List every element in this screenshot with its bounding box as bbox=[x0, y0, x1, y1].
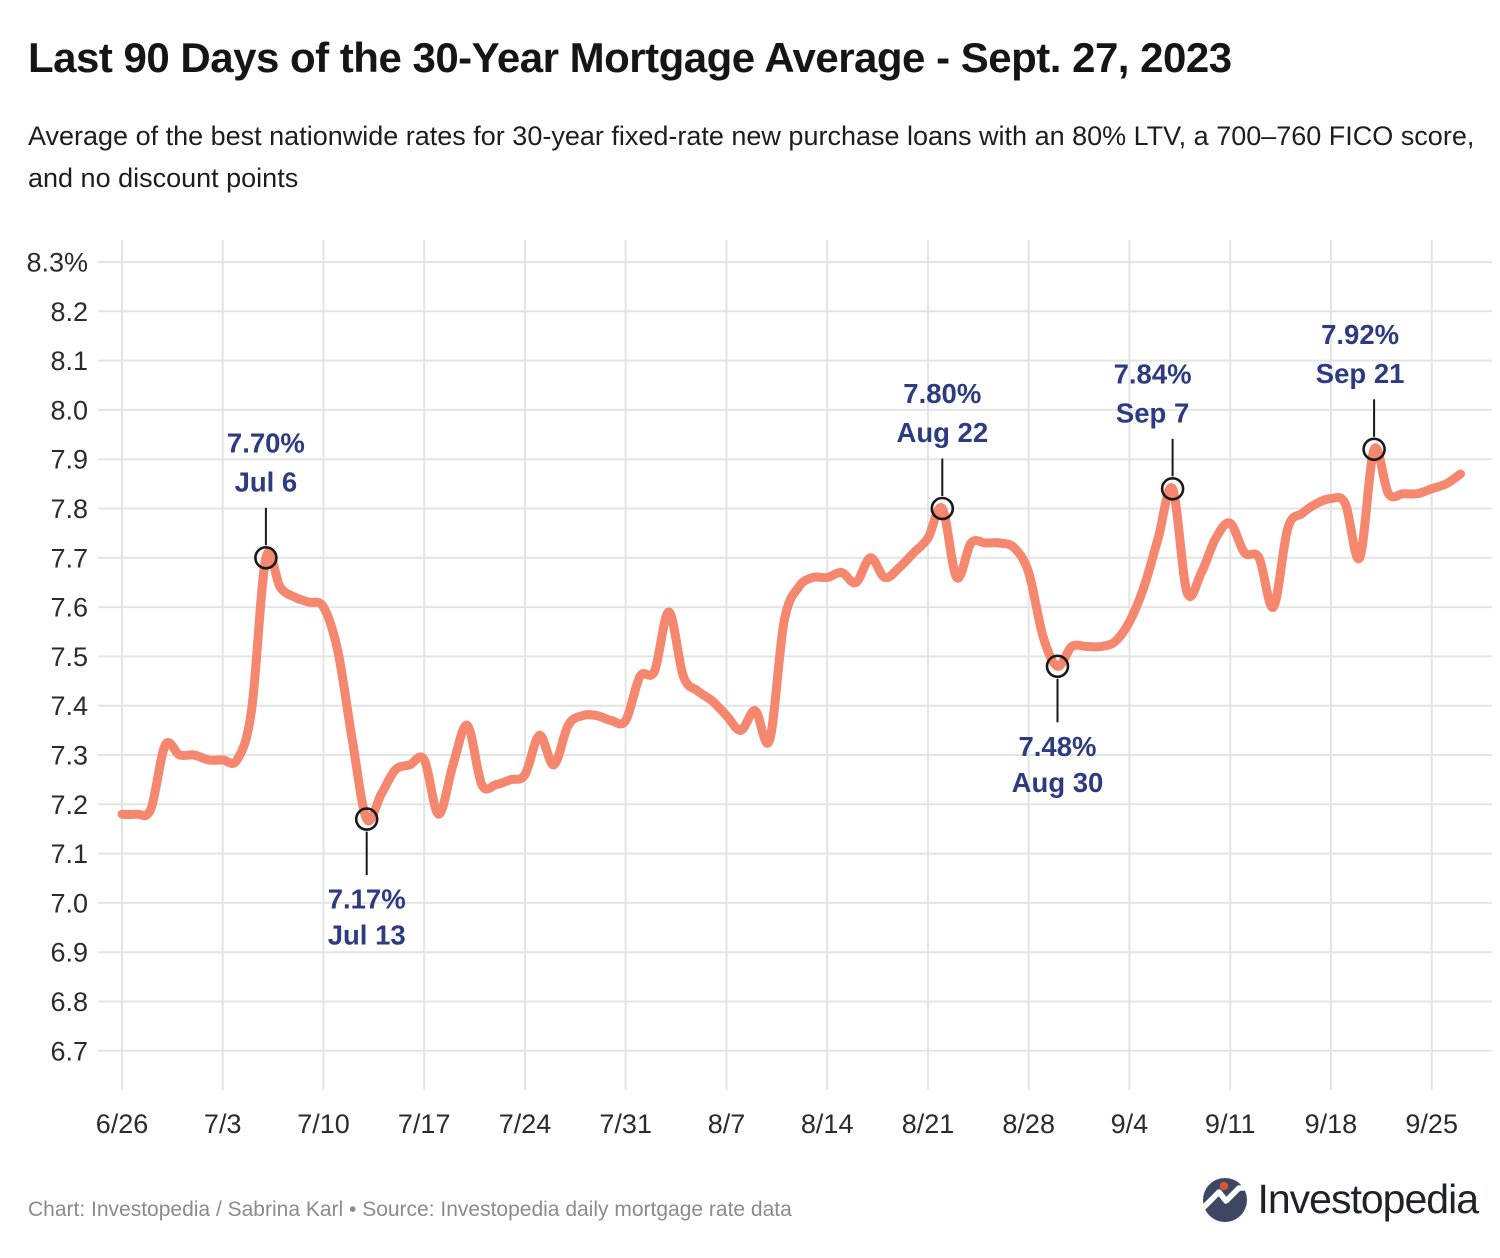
y-axis-tick-label: 8.3% bbox=[26, 248, 88, 278]
chart-subtitle: Average of the best nationwide rates for… bbox=[28, 121, 1475, 193]
annotation-point-marker bbox=[1045, 654, 1070, 679]
logo-zigzag-line bbox=[1203, 1184, 1248, 1211]
x-axis-tick-label: 6/26 bbox=[96, 1109, 149, 1139]
annotation-point-marker bbox=[1362, 437, 1386, 462]
x-axis-tick-label: 8/14 bbox=[801, 1109, 854, 1139]
investopedia-logo: Investopedia bbox=[1202, 1176, 1479, 1223]
y-axis-tick-label: 6.8 bbox=[50, 987, 88, 1017]
x-axis-tick-label: 9/11 bbox=[1205, 1109, 1256, 1139]
y-axis-tick-label: 8.2 bbox=[50, 297, 88, 327]
annotation-date-label: Sep 7 bbox=[1116, 397, 1189, 428]
x-axis-tick-label: 9/25 bbox=[1405, 1109, 1458, 1139]
x-axis-tick-label: 7/3 bbox=[204, 1109, 242, 1139]
annotation-date-label: Aug 30 bbox=[1012, 767, 1104, 798]
y-axis-tick-label: 8.1 bbox=[50, 346, 88, 376]
mortgage-rate-line-chart: 8.3% 8.2 8.1 8.0 7.9 7.8 7.7 7.6 7.5 7.4 7.3 7.2 7.1… bbox=[26, 240, 1492, 1139]
y-axis-tick-label: 7.2 bbox=[50, 790, 88, 820]
x-axis-tick-label: 7/10 bbox=[297, 1109, 350, 1139]
annotation-point-marker bbox=[354, 807, 379, 831]
y-axis-tick-label: 7.4 bbox=[50, 691, 88, 721]
annotation-rate-label: 7.17% bbox=[328, 884, 406, 915]
rate-line-series bbox=[117, 443, 1465, 826]
investopedia-wordmark: Investopedia bbox=[1257, 1176, 1479, 1222]
y-axis-tick-label: 6.9 bbox=[50, 938, 88, 968]
source-credit: Chart: Investopedia / Sabrina Karl • Sou… bbox=[28, 1198, 792, 1221]
annotation-rate-label: 7.92% bbox=[1321, 319, 1399, 350]
y-axis-tick-label: 7.0 bbox=[50, 888, 88, 918]
annotation-rate-label: 7.48% bbox=[1019, 731, 1097, 762]
y-axis-tick-label: 8.0 bbox=[50, 395, 88, 425]
y-axis-tick-label: 7.9 bbox=[50, 445, 88, 475]
y-axis-tick-label: 6.7 bbox=[50, 1036, 88, 1066]
investopedia-logo-icon bbox=[1203, 1177, 1248, 1222]
page-title: Last 90 Days of the 30-Year Mortgage Ave… bbox=[28, 34, 1232, 81]
x-axis-tick-label: 9/18 bbox=[1305, 1109, 1358, 1139]
annotation-date-label: Sep 21 bbox=[1316, 358, 1405, 389]
y-axis-tick-label: 7.7 bbox=[50, 543, 88, 573]
annotation-point-marker bbox=[1160, 476, 1185, 501]
x-axis-tick-label: 7/24 bbox=[499, 1109, 552, 1139]
annotation-rate-label: 7.80% bbox=[903, 378, 981, 409]
annotation-date-label: Jul 6 bbox=[235, 466, 298, 497]
y-axis-tick-label: 7.8 bbox=[50, 494, 88, 524]
y-axis-tick-label: 7.1 bbox=[50, 839, 88, 869]
y-axis-tick-label: 7.6 bbox=[50, 593, 88, 623]
logo-orange-dot bbox=[1220, 1181, 1229, 1190]
x-axis-tick-label: 8/7 bbox=[708, 1109, 746, 1139]
x-axis-tick-label: 9/4 bbox=[1111, 1109, 1149, 1139]
y-axis-tick-label: 7.3 bbox=[50, 741, 88, 771]
annotation-rate-label: 7.84% bbox=[1114, 358, 1192, 389]
y-axis-tick-label: 7.5 bbox=[50, 642, 88, 672]
x-axis-tick-label: 8/21 bbox=[902, 1109, 955, 1139]
x-axis-tick-label: 7/17 bbox=[398, 1109, 451, 1139]
x-axis-tick-label: 7/31 bbox=[599, 1109, 652, 1139]
annotation-date-label: Aug 22 bbox=[896, 417, 988, 448]
annotation-point-marker bbox=[254, 545, 278, 570]
annotation-date-label: Jul 13 bbox=[328, 920, 406, 951]
x-axis-tick-label: 8/28 bbox=[1002, 1109, 1055, 1139]
annotation-point-marker bbox=[930, 496, 955, 521]
annotation-rate-label: 7.70% bbox=[227, 427, 305, 458]
